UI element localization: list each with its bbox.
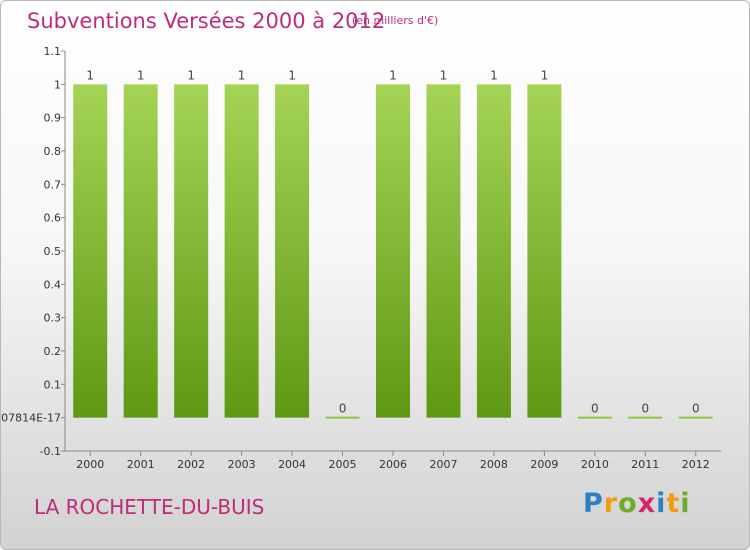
y-tick-label: 0.6 [44,212,62,225]
x-tick-label: 2012 [682,458,710,471]
logo-letter: r [603,488,619,519]
logo-letter: o [618,488,638,519]
bar [73,84,108,418]
bar [376,84,410,418]
data-label: 1 [137,68,145,82]
y-tick-label: 0.4 [44,278,62,291]
chart-bars [73,84,713,419]
y-tick-label: 1.1 [44,45,62,58]
x-tick-label: 2001 [127,458,155,471]
x-tick-label: 2011 [631,458,659,471]
x-tick-label: 2010 [581,458,609,471]
chart-title: Subventions Versées 2000 à 2012 [27,9,386,33]
x-tick-label: 2005 [329,458,357,471]
bar [123,84,158,418]
chart-unit-label: (en milliers d'€) [352,14,439,27]
y-tick-label: 0.8 [44,145,62,158]
x-tick-label: 2004 [278,458,306,471]
logo-letter: x [637,488,657,519]
y-tick-label: 0.2 [44,345,62,358]
data-label: 0 [591,402,599,416]
data-label: 1 [288,68,296,82]
y-tick-label: 0.5 [44,245,62,258]
data-label: 1 [541,68,549,82]
bar [275,84,310,418]
commune-name: LA ROCHETTE-DU-BUIS [34,495,265,519]
x-tick-label: 2007 [429,458,457,471]
data-label: 1 [238,68,246,82]
logo-letter: P [583,488,604,519]
data-label: 1 [440,68,448,82]
chart-axes: -0.1 1.3877787807814E-17 0.1 0.2 0.3 0.4 0.5 0.… [1,45,721,458]
data-label: 0 [339,402,347,416]
y-tick-label: 0.9 [44,112,62,125]
bar [174,84,209,418]
data-label: 1 [490,68,498,82]
y-tick-label: 0.1 [44,378,62,391]
x-tick-label: 2002 [177,458,205,471]
data-label: 1 [187,68,195,82]
logo-letter: i [656,488,667,519]
y-tick-label: 1.3877787807814E-17 [1,412,61,425]
data-label: 0 [641,402,649,416]
bar [527,84,562,418]
x-tick-label: 2003 [228,458,256,471]
bar [426,84,461,418]
y-tick-label: 1 [54,78,61,91]
y-tick-label: 0.7 [44,178,62,191]
logo-letter: i [680,488,691,519]
chart-labels: 1 2000 1 2001 1 2002 1 2003 1 2004 0 2005 1 2006 1 2007… [76,68,710,471]
data-label: 1 [389,68,397,82]
bar [224,84,259,418]
data-label: 0 [692,402,700,416]
x-tick-label: 2006 [379,458,407,471]
data-label: 1 [86,68,94,82]
logo-letter: t [666,488,681,519]
y-tick-label: -0.1 [40,445,61,458]
x-tick-label: 2008 [480,458,508,471]
y-tick-label: 0.3 [44,312,62,325]
x-tick-label: 2009 [530,458,558,471]
bar [476,84,511,418]
x-tick-label: 2000 [76,458,104,471]
proxiti-logo: Proxiti [583,488,691,519]
